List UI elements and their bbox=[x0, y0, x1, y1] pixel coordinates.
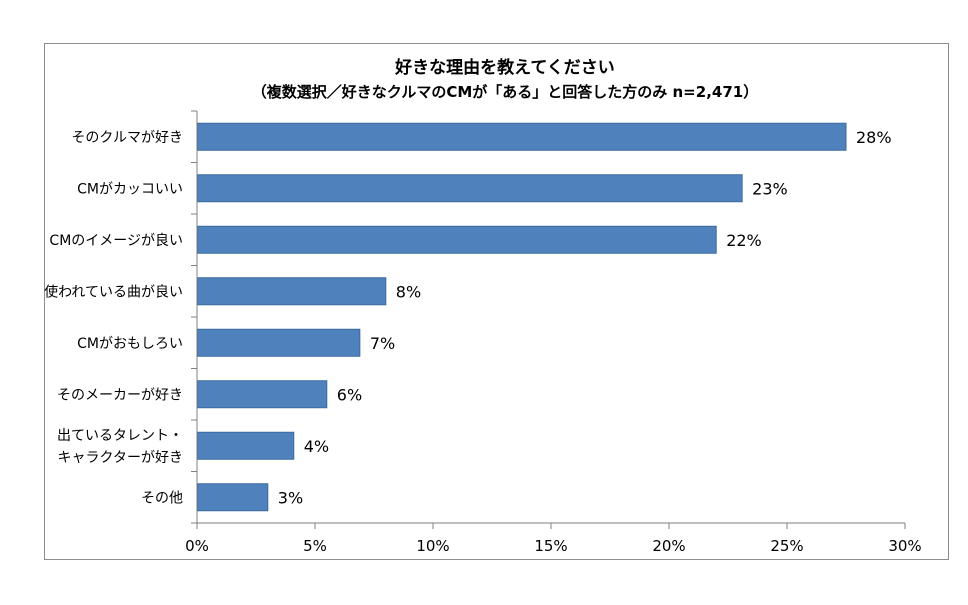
x-tick-label-4: 20% bbox=[652, 537, 685, 555]
chart-subtitle: （複数選択／好きなクルマのCMが「ある」と回答した方のみ n=2,471） bbox=[252, 83, 758, 101]
chart-title: 好きな理由を教えてください bbox=[394, 57, 615, 78]
value-label-5: 6% bbox=[337, 385, 362, 404]
value-label-0: 28% bbox=[856, 128, 892, 147]
bar-3 bbox=[197, 277, 387, 306]
category-label-5: そのメーカーが好き bbox=[57, 387, 183, 403]
category-label-0: そのクルマが好き bbox=[71, 130, 183, 146]
value-label-7: 3% bbox=[278, 488, 303, 507]
category-label-3: 使われている曲が良い bbox=[44, 283, 183, 300]
value-label-4: 7% bbox=[370, 334, 395, 353]
bars-layer: 28% 23% 22% 8% 7% 6% 4% 3% bbox=[197, 122, 892, 512]
value-label-6: 4% bbox=[304, 437, 329, 456]
bar-6 bbox=[197, 431, 295, 460]
x-tick-label-5: 25% bbox=[770, 537, 803, 555]
bar-7 bbox=[197, 483, 269, 512]
category-label-4: CMがおもしろい bbox=[77, 336, 183, 352]
bar-0 bbox=[197, 122, 847, 151]
x-tick-label-6: 30% bbox=[888, 537, 921, 555]
bar-1 bbox=[197, 174, 743, 203]
value-label-3: 8% bbox=[396, 282, 421, 301]
value-label-2: 22% bbox=[726, 231, 762, 250]
category-label-7: その他 bbox=[141, 490, 183, 506]
x-tick-label-2: 10% bbox=[416, 537, 449, 555]
category-label-2: CMのイメージが良い bbox=[49, 233, 183, 249]
category-label-6-0: 出ているタレント・ bbox=[57, 428, 183, 444]
bar-4 bbox=[197, 328, 361, 357]
x-tick-label-1: 5% bbox=[303, 537, 327, 555]
bar-5 bbox=[197, 380, 328, 409]
category-label-1: CMがカッコいい bbox=[77, 181, 183, 197]
value-label-1: 23% bbox=[752, 179, 788, 198]
x-tick-label-3: 15% bbox=[534, 537, 567, 555]
category-label-6-1: キャラクターが好き bbox=[58, 450, 183, 466]
x-tick-label-0: 0% bbox=[185, 537, 209, 555]
bar-2 bbox=[197, 225, 717, 254]
